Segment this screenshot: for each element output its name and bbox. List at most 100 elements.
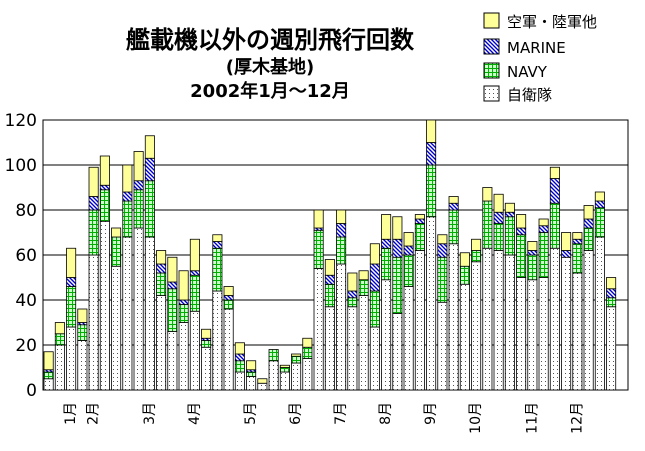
bar-segment bbox=[538, 225, 549, 233]
x-tick-label: 6月 bbox=[288, 402, 304, 425]
x-tick-label: 9月 bbox=[423, 402, 439, 425]
bar-segment bbox=[414, 223, 425, 251]
bar-segment bbox=[561, 232, 572, 251]
bar-segment bbox=[471, 250, 482, 263]
bar-segment bbox=[594, 207, 605, 238]
x-tick-label: 5月 bbox=[243, 402, 259, 425]
legend-swatch-marine bbox=[483, 38, 500, 55]
bar-segment bbox=[392, 313, 403, 391]
bar-segment bbox=[212, 247, 223, 292]
bar-segment bbox=[223, 308, 234, 391]
bar-segment bbox=[336, 236, 347, 265]
x-tick-label: 2月 bbox=[86, 402, 102, 425]
bar-segment bbox=[448, 196, 459, 204]
bar-segment bbox=[302, 346, 313, 359]
bar-segment bbox=[369, 263, 380, 292]
bar-segment bbox=[133, 227, 144, 391]
bar-segment bbox=[122, 191, 133, 202]
x-tick-label: 12月 bbox=[569, 402, 585, 434]
bar-segment bbox=[392, 256, 403, 314]
bar-segment bbox=[347, 297, 358, 308]
bar-segment bbox=[189, 310, 200, 391]
bar-segment bbox=[358, 279, 369, 296]
bar-segment bbox=[572, 272, 583, 391]
bar-segment bbox=[347, 272, 358, 292]
bar-segment bbox=[111, 227, 122, 238]
bar-segment bbox=[606, 277, 617, 290]
bar-segment bbox=[448, 209, 459, 245]
bar-segment bbox=[324, 274, 335, 285]
bar-segment bbox=[516, 214, 527, 229]
bar-segment bbox=[493, 211, 504, 224]
bar-segment bbox=[381, 247, 392, 281]
chart-period: 2002年1月〜12月 bbox=[190, 80, 350, 102]
bar-segment bbox=[99, 220, 110, 391]
bar-segment bbox=[189, 274, 200, 312]
bar-segment bbox=[347, 290, 358, 299]
bar-segment bbox=[414, 250, 425, 391]
bar-segment bbox=[313, 229, 324, 269]
bar-segment bbox=[369, 243, 380, 265]
legend-label-sdf: 自衛隊 bbox=[507, 86, 552, 104]
bar-segment bbox=[302, 358, 313, 391]
bar-segment bbox=[246, 376, 257, 391]
bar-segment bbox=[459, 265, 470, 285]
bar-segment bbox=[527, 254, 538, 281]
bar-segment bbox=[606, 288, 617, 299]
bar-segment bbox=[77, 308, 88, 323]
bar-segment bbox=[538, 277, 549, 391]
bar-segment bbox=[549, 178, 560, 204]
bar-segment bbox=[516, 234, 527, 278]
bar-segment bbox=[493, 250, 504, 391]
bar-segment bbox=[111, 236, 122, 267]
bar-segment bbox=[392, 238, 403, 258]
bar-segment bbox=[122, 200, 133, 238]
bar-segment bbox=[324, 259, 335, 276]
bar-segment bbox=[144, 135, 155, 159]
bar-segment bbox=[561, 256, 572, 391]
y-tick-label: 120 bbox=[5, 111, 37, 131]
bar-segment bbox=[88, 166, 99, 197]
legend-swatch-sdf bbox=[483, 85, 500, 102]
bar-segment bbox=[88, 196, 99, 211]
bar-segment bbox=[133, 180, 144, 191]
bar-segment bbox=[403, 286, 414, 391]
bar-segment bbox=[201, 346, 212, 391]
bar-segment bbox=[99, 155, 110, 186]
bar-segment bbox=[549, 202, 560, 249]
bar-segment bbox=[111, 265, 122, 391]
bar-segment bbox=[88, 209, 99, 256]
bar-segment bbox=[482, 247, 493, 391]
y-tick-label: 40 bbox=[15, 291, 37, 311]
bar-segment bbox=[43, 371, 54, 380]
x-tick-label: 11月 bbox=[524, 402, 540, 434]
bar-segment bbox=[246, 371, 257, 377]
bar-segment bbox=[403, 245, 414, 256]
bar-segment bbox=[66, 326, 77, 391]
bar-segment bbox=[246, 360, 257, 371]
bar-segment bbox=[336, 209, 347, 224]
legend-label-airforce-army: 空軍・陸軍他 bbox=[507, 13, 597, 31]
bar-segment bbox=[133, 151, 144, 182]
x-tick-label: 7月 bbox=[333, 402, 349, 425]
bar-segment bbox=[549, 247, 560, 391]
bar-segment bbox=[572, 243, 583, 274]
bar-segment bbox=[313, 209, 324, 229]
bars bbox=[43, 119, 617, 391]
bar-segment bbox=[459, 252, 470, 267]
bar-segment bbox=[504, 202, 515, 213]
x-tick-label: 8月 bbox=[378, 402, 394, 425]
bar-segment bbox=[234, 360, 245, 373]
bar-segment bbox=[606, 306, 617, 391]
bar-segment bbox=[527, 250, 538, 256]
y-tick-label: 0 bbox=[26, 381, 37, 401]
bar-segment bbox=[403, 232, 414, 247]
bar-segment bbox=[212, 290, 223, 391]
bar-segment bbox=[583, 250, 594, 391]
bar-segment bbox=[88, 254, 99, 391]
bar-segment bbox=[54, 322, 65, 335]
bar-segment bbox=[324, 283, 335, 308]
bar-segment bbox=[54, 333, 65, 346]
bar-segment bbox=[414, 214, 425, 220]
